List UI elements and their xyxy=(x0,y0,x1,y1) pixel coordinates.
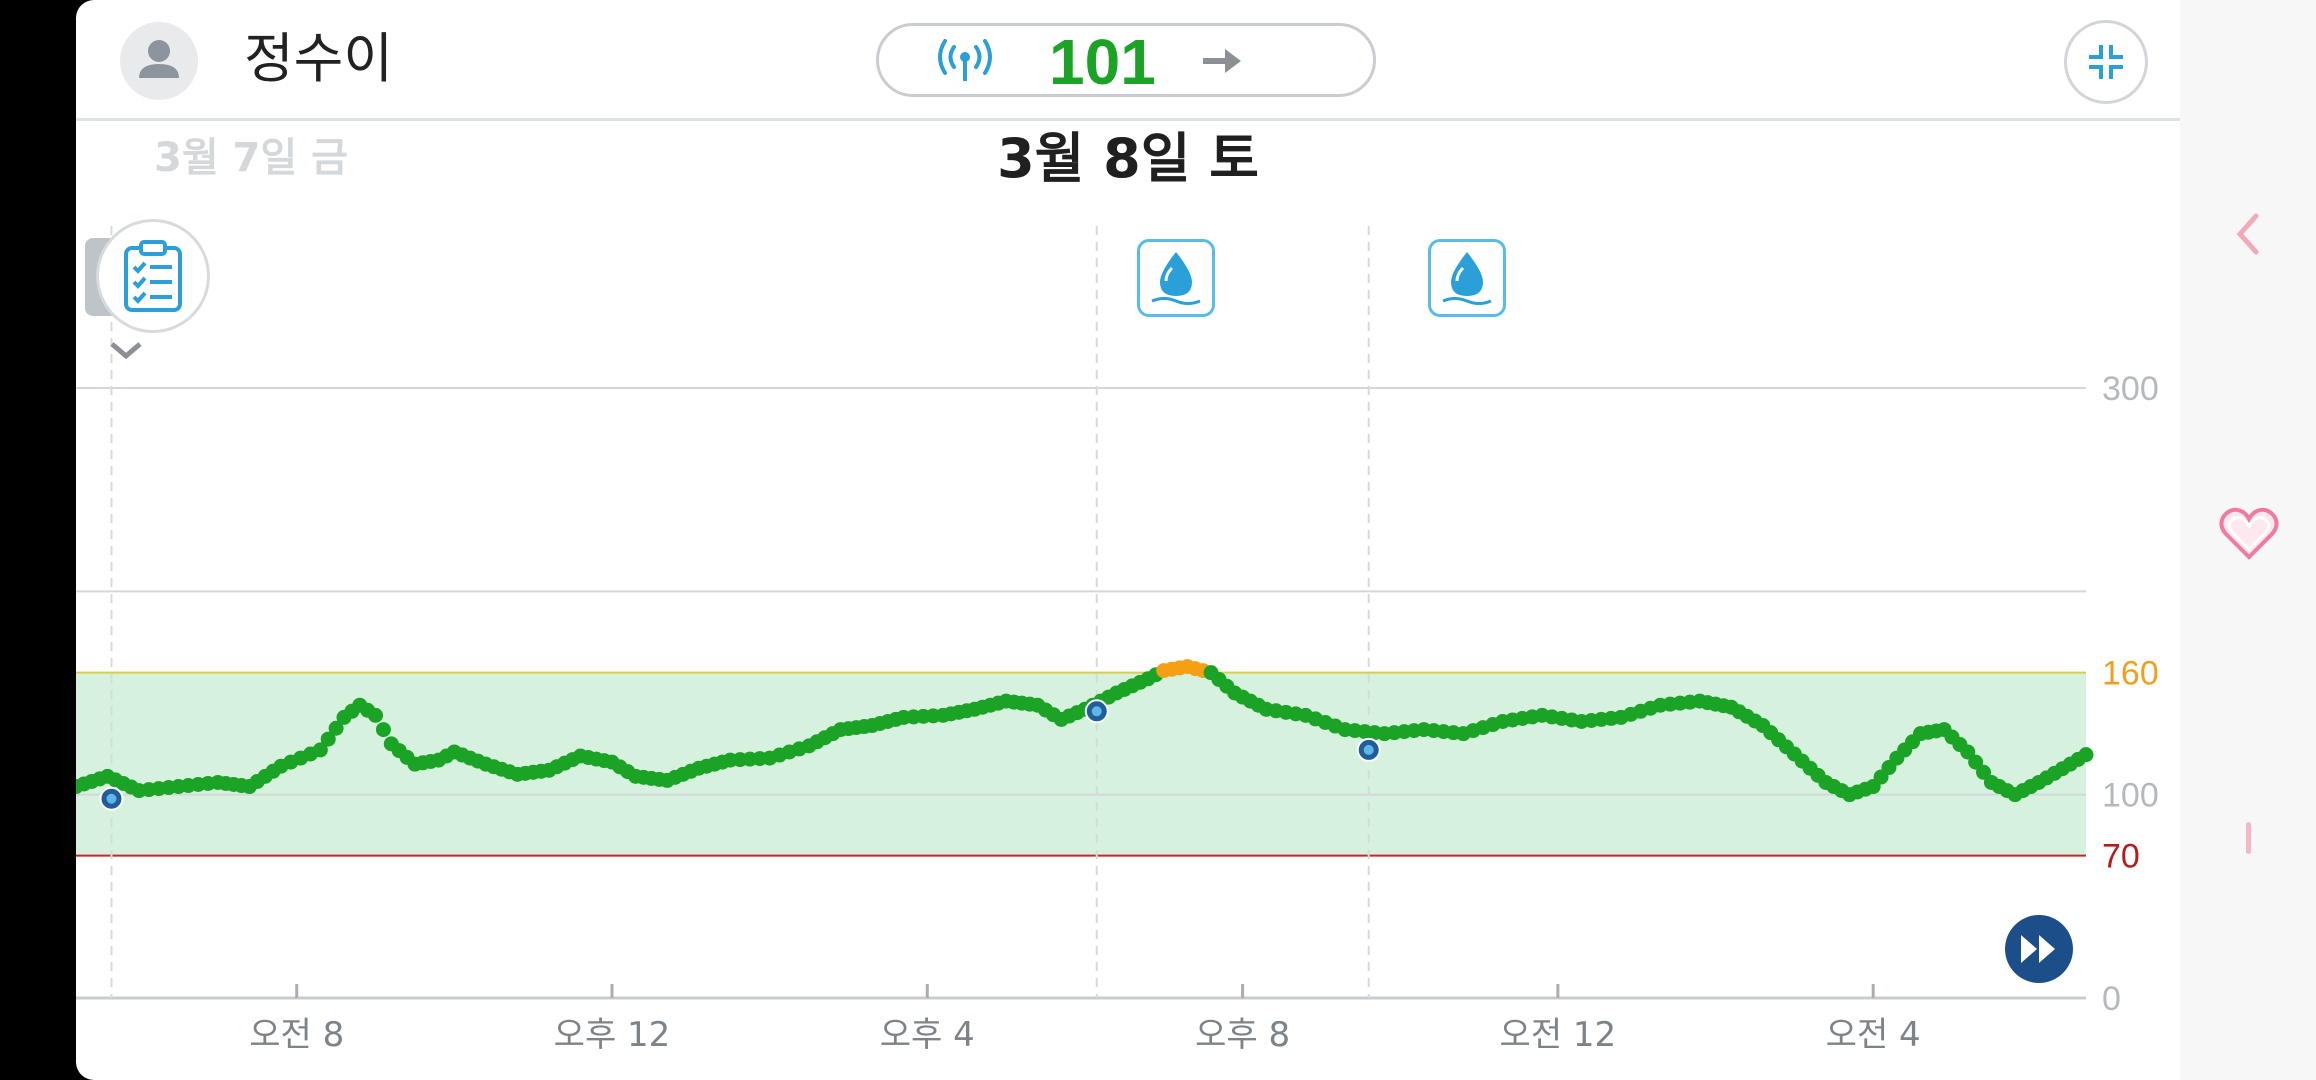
heart-icon[interactable] xyxy=(2218,505,2280,563)
handle-bar-icon[interactable] xyxy=(2246,822,2251,854)
fast-forward-icon xyxy=(2021,935,2055,963)
collapse-button[interactable] xyxy=(2064,20,2148,104)
arrow-right-icon xyxy=(1203,49,1241,73)
water-drop-icon xyxy=(1442,252,1492,305)
user-name: 정수이 xyxy=(244,27,394,90)
glucose-point xyxy=(1976,764,1992,780)
y-tick-label: 70 xyxy=(2102,838,2140,876)
glucose-point xyxy=(375,722,391,738)
edge-panel xyxy=(2180,0,2316,1080)
signal-broadcast-icon xyxy=(938,39,992,81)
current-date-label: 3월 8일 토 xyxy=(997,127,1259,190)
glucose-point xyxy=(312,742,328,758)
x-tick-label: 오후 8 xyxy=(1195,1015,1290,1055)
glucose-point xyxy=(320,731,336,747)
event-point-core xyxy=(106,793,117,804)
water-event-marker[interactable] xyxy=(1428,239,1506,317)
y-tick-label: 300 xyxy=(2102,370,2159,408)
jump-to-latest-button[interactable] xyxy=(2005,915,2073,983)
glucose-point xyxy=(328,720,344,736)
x-tick-label: 오후 4 xyxy=(880,1015,975,1055)
x-tick-label: 오후 12 xyxy=(554,1015,671,1055)
note-event-marker[interactable] xyxy=(96,219,210,333)
person-icon xyxy=(139,40,179,78)
collapse-icon xyxy=(2089,45,2123,79)
clipboard-checklist-icon xyxy=(124,240,182,312)
chevron-down-icon[interactable] xyxy=(108,340,144,362)
current-reading-value: 101 xyxy=(1049,26,1156,98)
y-tick-label: 100 xyxy=(2102,777,2159,815)
event-point-core xyxy=(1091,706,1102,717)
x-tick-label: 오전 8 xyxy=(249,1015,344,1055)
glucose-point xyxy=(368,707,384,723)
y-tick-label: 160 xyxy=(2102,655,2159,693)
previous-date-label[interactable]: 3월 7일 금 xyxy=(154,135,348,181)
water-drop-icon xyxy=(1151,252,1201,305)
glucose-point xyxy=(1968,754,1984,770)
water-event-marker[interactable] xyxy=(1137,239,1215,317)
current-reading-pill[interactable]: 101 xyxy=(876,23,1376,97)
y-tick-label: 0 xyxy=(2102,980,2121,1018)
target-range-band xyxy=(76,672,2086,856)
header-divider xyxy=(76,118,2180,121)
cgm-app: 정수이 101 3월 7일 금 3월 8일 토 오전 8 오후 12 오후 4 오후 … xyxy=(76,0,2180,1080)
x-tick-label: 오전 4 xyxy=(1826,1015,1921,1055)
chevron-left-icon[interactable] xyxy=(2234,212,2262,256)
glucose-point xyxy=(1960,744,1976,760)
x-tick-label: 오전 12 xyxy=(1500,1015,1617,1055)
event-point-core xyxy=(1363,744,1374,755)
avatar[interactable] xyxy=(120,22,198,100)
glucose-point xyxy=(2078,747,2094,763)
